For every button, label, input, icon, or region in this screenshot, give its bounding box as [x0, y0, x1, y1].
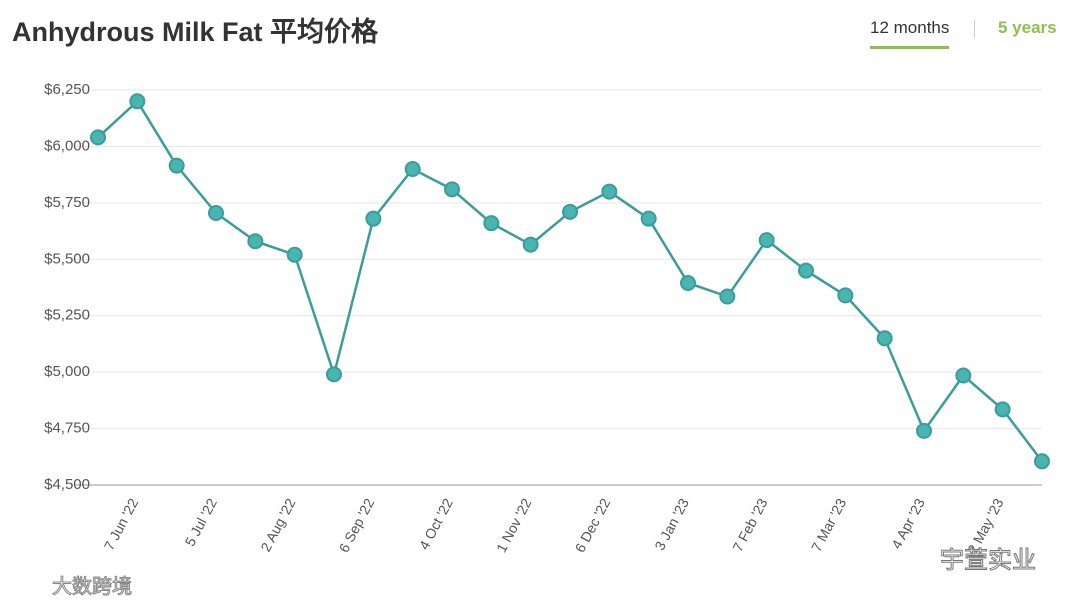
- data-point: [955, 367, 972, 384]
- x-tick-label: 7 Mar '23: [808, 495, 849, 554]
- tab[interactable]: 12 months: [870, 18, 950, 49]
- data-line: [97, 99, 1043, 463]
- data-point: [247, 233, 264, 250]
- tab[interactable]: 5 years: [998, 18, 1057, 37]
- data-point: [758, 232, 775, 249]
- data-point: [640, 210, 657, 227]
- data-point: [90, 129, 106, 146]
- data-point: [483, 215, 500, 232]
- data-point: [601, 183, 618, 200]
- data-point: [286, 246, 303, 263]
- data-point: [876, 330, 893, 347]
- x-tick-label: 7 Jun '22: [101, 495, 142, 552]
- data-point: [1034, 453, 1050, 470]
- data-point: [365, 210, 382, 227]
- y-tick-label: $5,500: [44, 250, 90, 267]
- y-tick-label: $5,750: [44, 194, 90, 211]
- x-tick-label: 6 Dec '22: [572, 495, 614, 555]
- y-tick-label: $4,500: [44, 476, 90, 493]
- x-tick-label: 5 Jul '22: [182, 495, 221, 548]
- data-point: [129, 93, 146, 110]
- data-point: [994, 401, 1011, 418]
- data-point: [719, 288, 736, 305]
- x-tick-label: 3 Jan '23: [651, 495, 692, 552]
- y-tick-label: $5,000: [44, 363, 90, 380]
- x-tick-label: 4 Oct '22: [416, 495, 456, 552]
- x-tick-label: 6 Sep '22: [336, 495, 378, 555]
- data-point: [208, 205, 224, 222]
- data-point: [444, 181, 460, 198]
- x-tick-label: 7 Feb '23: [729, 495, 770, 554]
- data-point: [916, 422, 932, 439]
- data-point: [522, 236, 539, 253]
- data-point: [798, 262, 814, 279]
- data-point: [680, 274, 696, 291]
- tab-separator: [974, 20, 975, 38]
- y-tick-label: $6,000: [44, 137, 90, 154]
- y-tick-label: $4,750: [44, 420, 90, 437]
- data-point: [168, 157, 185, 174]
- x-tick-label: 1 Nov '22: [493, 495, 535, 555]
- y-tick-label: $5,250: [44, 307, 90, 324]
- x-tick-label: 2 Aug '22: [257, 495, 298, 554]
- watermark: 大数跨境: [52, 576, 133, 599]
- x-tick-label: 4 Apr '23: [888, 495, 928, 551]
- y-tick-label: $6,250: [44, 81, 90, 98]
- data-point: [404, 161, 421, 177]
- title: Anhydrous Milk Fat 平均价格: [12, 17, 379, 47]
- data-point: [326, 366, 342, 383]
- watermark: 宇萱实业: [940, 547, 1037, 575]
- data-point: [837, 287, 854, 304]
- data-point: [562, 203, 578, 220]
